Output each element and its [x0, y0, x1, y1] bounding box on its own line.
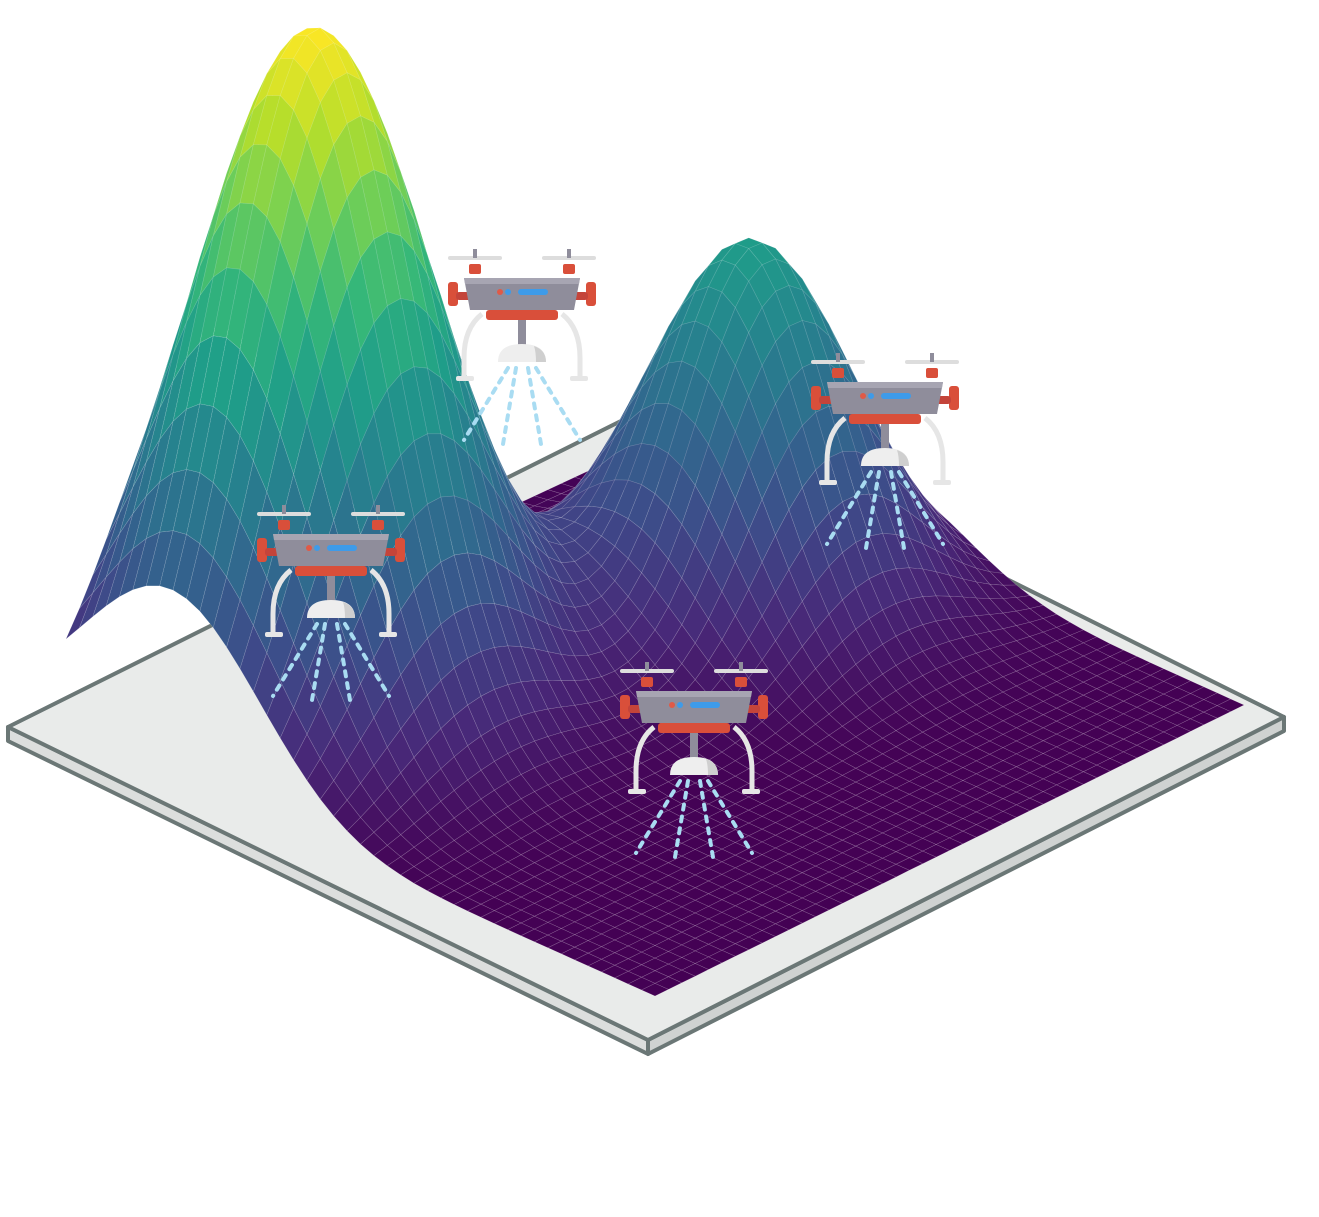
surface-cell [640, 983, 670, 997]
